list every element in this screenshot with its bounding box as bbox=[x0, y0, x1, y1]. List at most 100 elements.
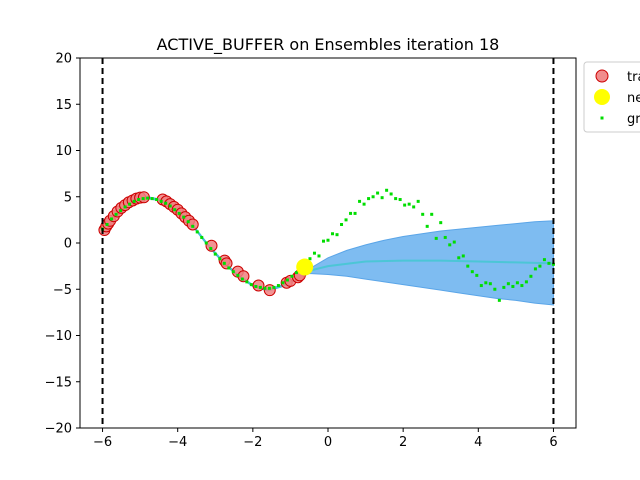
ground-truth-point bbox=[479, 284, 483, 288]
ground-truth-point bbox=[434, 236, 438, 240]
ground-truth-point bbox=[403, 203, 407, 207]
ground-truth-point bbox=[150, 197, 154, 201]
ground-truth-point bbox=[200, 235, 204, 239]
x-tick-label: 2 bbox=[399, 435, 407, 450]
ground-truth-point bbox=[114, 212, 118, 216]
x-tick-label: −2 bbox=[243, 435, 262, 450]
ground-truth-point bbox=[457, 256, 461, 260]
ground-truth-point bbox=[349, 211, 353, 215]
ground-truth-point bbox=[249, 283, 253, 287]
ground-truth-point bbox=[533, 267, 537, 271]
ground-truth-point bbox=[218, 257, 222, 261]
ground-truth-point bbox=[515, 281, 519, 285]
ground-truth-point bbox=[461, 254, 465, 258]
x-tick-label: −4 bbox=[168, 435, 187, 450]
y-tick-label: 15 bbox=[55, 98, 72, 113]
ground-truth-point bbox=[290, 274, 294, 278]
legend-label-new: ne bbox=[627, 91, 640, 106]
ground-truth-point bbox=[245, 280, 249, 284]
y-tick-label: 10 bbox=[55, 144, 72, 159]
x-tick-label: 6 bbox=[549, 435, 557, 450]
x-tick-label: 4 bbox=[474, 435, 482, 450]
ground-truth-point bbox=[209, 247, 213, 251]
ground-truth-point bbox=[385, 188, 389, 192]
ground-truth-point bbox=[195, 230, 199, 234]
ground-truth-point bbox=[308, 257, 312, 261]
chart-title: ACTIVE_BUFFER on Ensembles iteration 18 bbox=[157, 35, 500, 55]
ground-truth-point bbox=[484, 281, 488, 285]
ground-truth-point bbox=[182, 215, 186, 219]
ground-truth-point bbox=[222, 261, 226, 265]
ground-truth-point bbox=[321, 239, 325, 243]
ground-truth-point bbox=[470, 270, 474, 274]
legend-marker-ground-truth bbox=[600, 116, 604, 120]
ground-truth-point bbox=[538, 264, 542, 268]
y-tick-label: 0 bbox=[64, 237, 72, 252]
y-tick-label: 5 bbox=[64, 190, 72, 205]
ground-truth-point bbox=[213, 252, 217, 256]
ground-truth-point bbox=[344, 218, 348, 222]
ground-truth-point bbox=[254, 284, 258, 288]
ground-truth-point bbox=[267, 286, 271, 290]
ground-truth-point bbox=[412, 205, 416, 209]
ground-truth-point bbox=[155, 198, 159, 202]
ground-truth-point bbox=[376, 191, 380, 195]
ground-truth-point bbox=[524, 280, 528, 284]
ground-truth-point bbox=[448, 243, 452, 247]
ground-truth-point bbox=[132, 199, 136, 203]
train-point bbox=[186, 218, 199, 231]
ground-truth-point bbox=[146, 196, 150, 200]
ground-truth-point bbox=[294, 271, 298, 275]
ground-truth-point bbox=[529, 274, 533, 278]
ground-truth-point bbox=[551, 262, 555, 266]
ground-truth-point bbox=[466, 264, 470, 268]
legend-marker-train bbox=[595, 69, 609, 83]
ground-truth-point bbox=[353, 211, 357, 215]
ground-truth-point bbox=[389, 192, 393, 196]
ground-truth-point bbox=[547, 261, 551, 265]
ground-truth-point bbox=[276, 284, 280, 288]
legend: tra ne gr bbox=[583, 61, 640, 133]
ground-truth-point bbox=[105, 223, 109, 226]
ground-truth-point bbox=[177, 211, 181, 215]
new-point bbox=[296, 258, 314, 276]
ground-truth-point bbox=[186, 220, 190, 224]
ground-truth-point bbox=[340, 223, 344, 226]
ground-truth-point bbox=[119, 209, 123, 213]
ground-truth-point bbox=[506, 282, 510, 286]
y-tick-label: −10 bbox=[45, 329, 72, 344]
ground-truth-point bbox=[475, 273, 479, 277]
legend-marker-new bbox=[594, 89, 610, 105]
ground-truth-point bbox=[497, 298, 501, 302]
ground-truth-point bbox=[398, 198, 402, 202]
y-axis: −20 −15 −10 −5 0 5 10 15 20 bbox=[45, 52, 80, 437]
ground-truth-point bbox=[371, 195, 375, 199]
ground-truth-point bbox=[520, 284, 524, 288]
ground-truth-point bbox=[362, 202, 366, 206]
ground-truth-point bbox=[231, 270, 235, 274]
y-tick-label: 20 bbox=[55, 52, 72, 67]
ground-truth-point bbox=[312, 251, 316, 255]
ground-truth-point bbox=[335, 233, 339, 237]
ground-truth-point bbox=[236, 273, 240, 277]
ground-truth-point bbox=[443, 235, 447, 239]
x-tick-label: 0 bbox=[324, 435, 332, 450]
ground-truth-point bbox=[439, 221, 443, 225]
y-tick-label: −15 bbox=[45, 375, 72, 390]
ground-truth-point bbox=[173, 208, 177, 212]
ground-truth-point bbox=[542, 258, 546, 262]
ground-truth-point bbox=[326, 238, 330, 242]
ground-truth-point bbox=[123, 205, 127, 209]
ground-truth-point bbox=[358, 199, 362, 203]
ground-truth-point bbox=[110, 217, 114, 221]
ground-truth-point bbox=[191, 224, 195, 228]
ground-truth-point bbox=[285, 278, 289, 282]
ground-truth-point bbox=[258, 285, 262, 289]
train-point bbox=[205, 239, 218, 252]
ground-truth-point bbox=[511, 284, 515, 288]
ground-truth-point bbox=[493, 287, 497, 291]
y-tick-label: −20 bbox=[45, 422, 72, 437]
plot-layer bbox=[98, 58, 555, 428]
ground-truth-point bbox=[430, 212, 434, 216]
x-axis: −6 −4 −2 0 2 4 6 bbox=[93, 428, 558, 450]
